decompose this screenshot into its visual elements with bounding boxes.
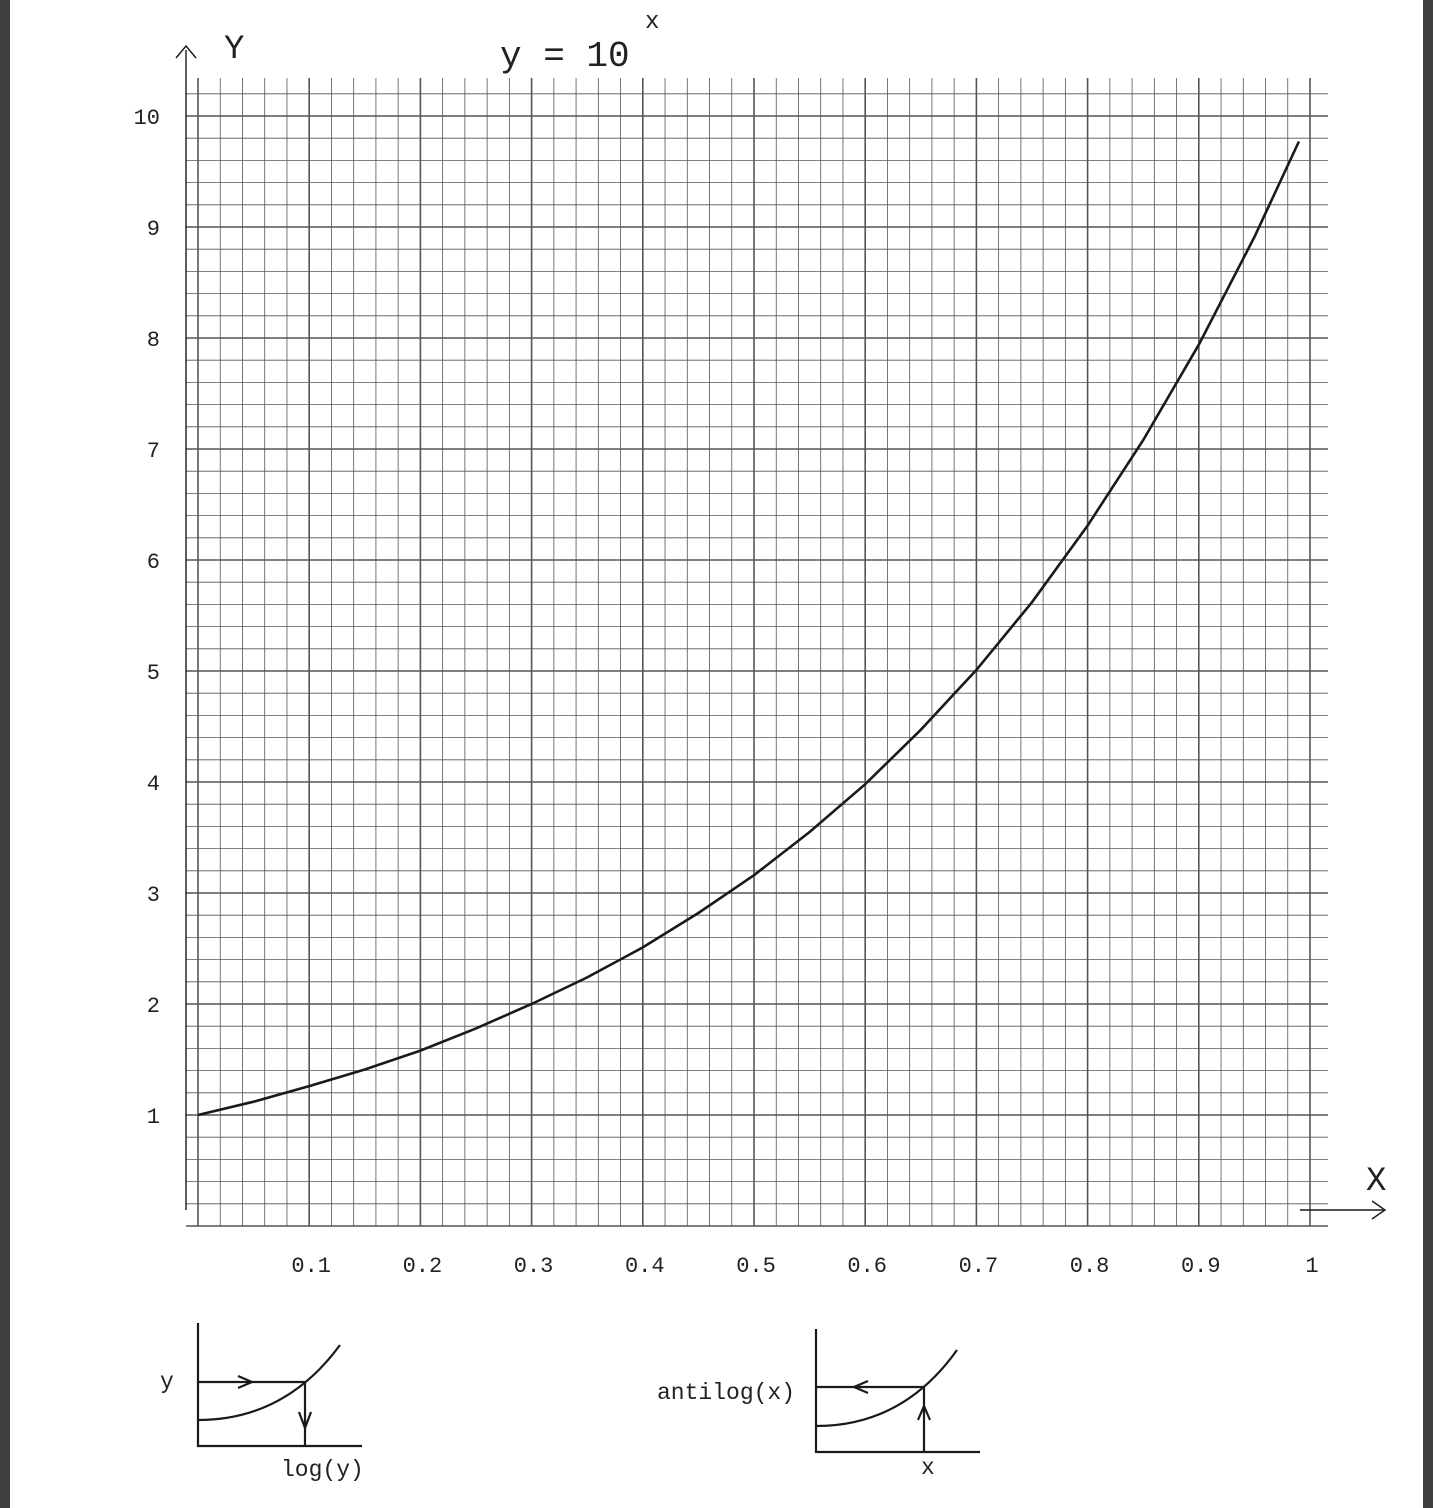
chart-title-exponent: x [645,9,659,36]
x-axis-arrow [1371,1200,1387,1220]
y-tick-label: 6 [147,550,160,575]
y-tick-label: 2 [147,994,160,1019]
log-diagram [196,1323,362,1448]
series-line [197,140,1301,1117]
antilog-diagram-input-label: x [921,1455,935,1481]
graph-paper-sheet: 0.1 0.2 0.3 0.4 0.5 0.6 0.7 0.8 0.9 1 1 2 3 4 5 6 7 8 9 10 … [10,0,1423,1508]
antilog-diagram-output-label: antilog(x) [657,1380,795,1406]
y-tick-label: 10 [134,106,160,131]
y-tick-label: 7 [147,439,160,464]
y-axis-arrow [175,44,197,59]
y-axis-label: Y [224,31,244,69]
x-axis-label: X [1366,1163,1386,1201]
x-tick-label: 0.5 [736,1254,776,1279]
x-tick-label: 0.3 [514,1254,554,1279]
x-tick-label: 0.9 [1181,1254,1221,1279]
x-tick-label: 0.6 [847,1254,887,1279]
chart-title: y = 10 [500,36,630,77]
x-tick-label: 0.1 [291,1254,331,1279]
axes [175,44,1387,1220]
tick-labels: 0.1 0.2 0.3 0.4 0.5 0.6 0.7 0.8 0.9 1 1 2 3 4 5 6 7 8 9 10 [134,106,1319,1279]
x-tick-label: 0.4 [625,1254,665,1279]
y-tick-label: 5 [147,661,160,686]
log-diagram-output-label: log(y) [281,1457,364,1483]
antilog-diagram [814,1329,980,1454]
log-diagram-input-label: y [160,1369,174,1395]
y-tick-label: 3 [147,883,160,908]
x-tick-label: 1 [1305,1254,1318,1279]
y-tick-label: 8 [147,328,160,353]
x-tick-label: 0.2 [403,1254,443,1279]
y-tick-label: 1 [147,1105,160,1130]
y-tick-label: 9 [147,217,160,242]
grid [186,78,1328,1227]
y-tick-label: 4 [147,772,160,797]
x-tick-label: 0.7 [959,1254,999,1279]
x-tick-label: 0.8 [1070,1254,1110,1279]
